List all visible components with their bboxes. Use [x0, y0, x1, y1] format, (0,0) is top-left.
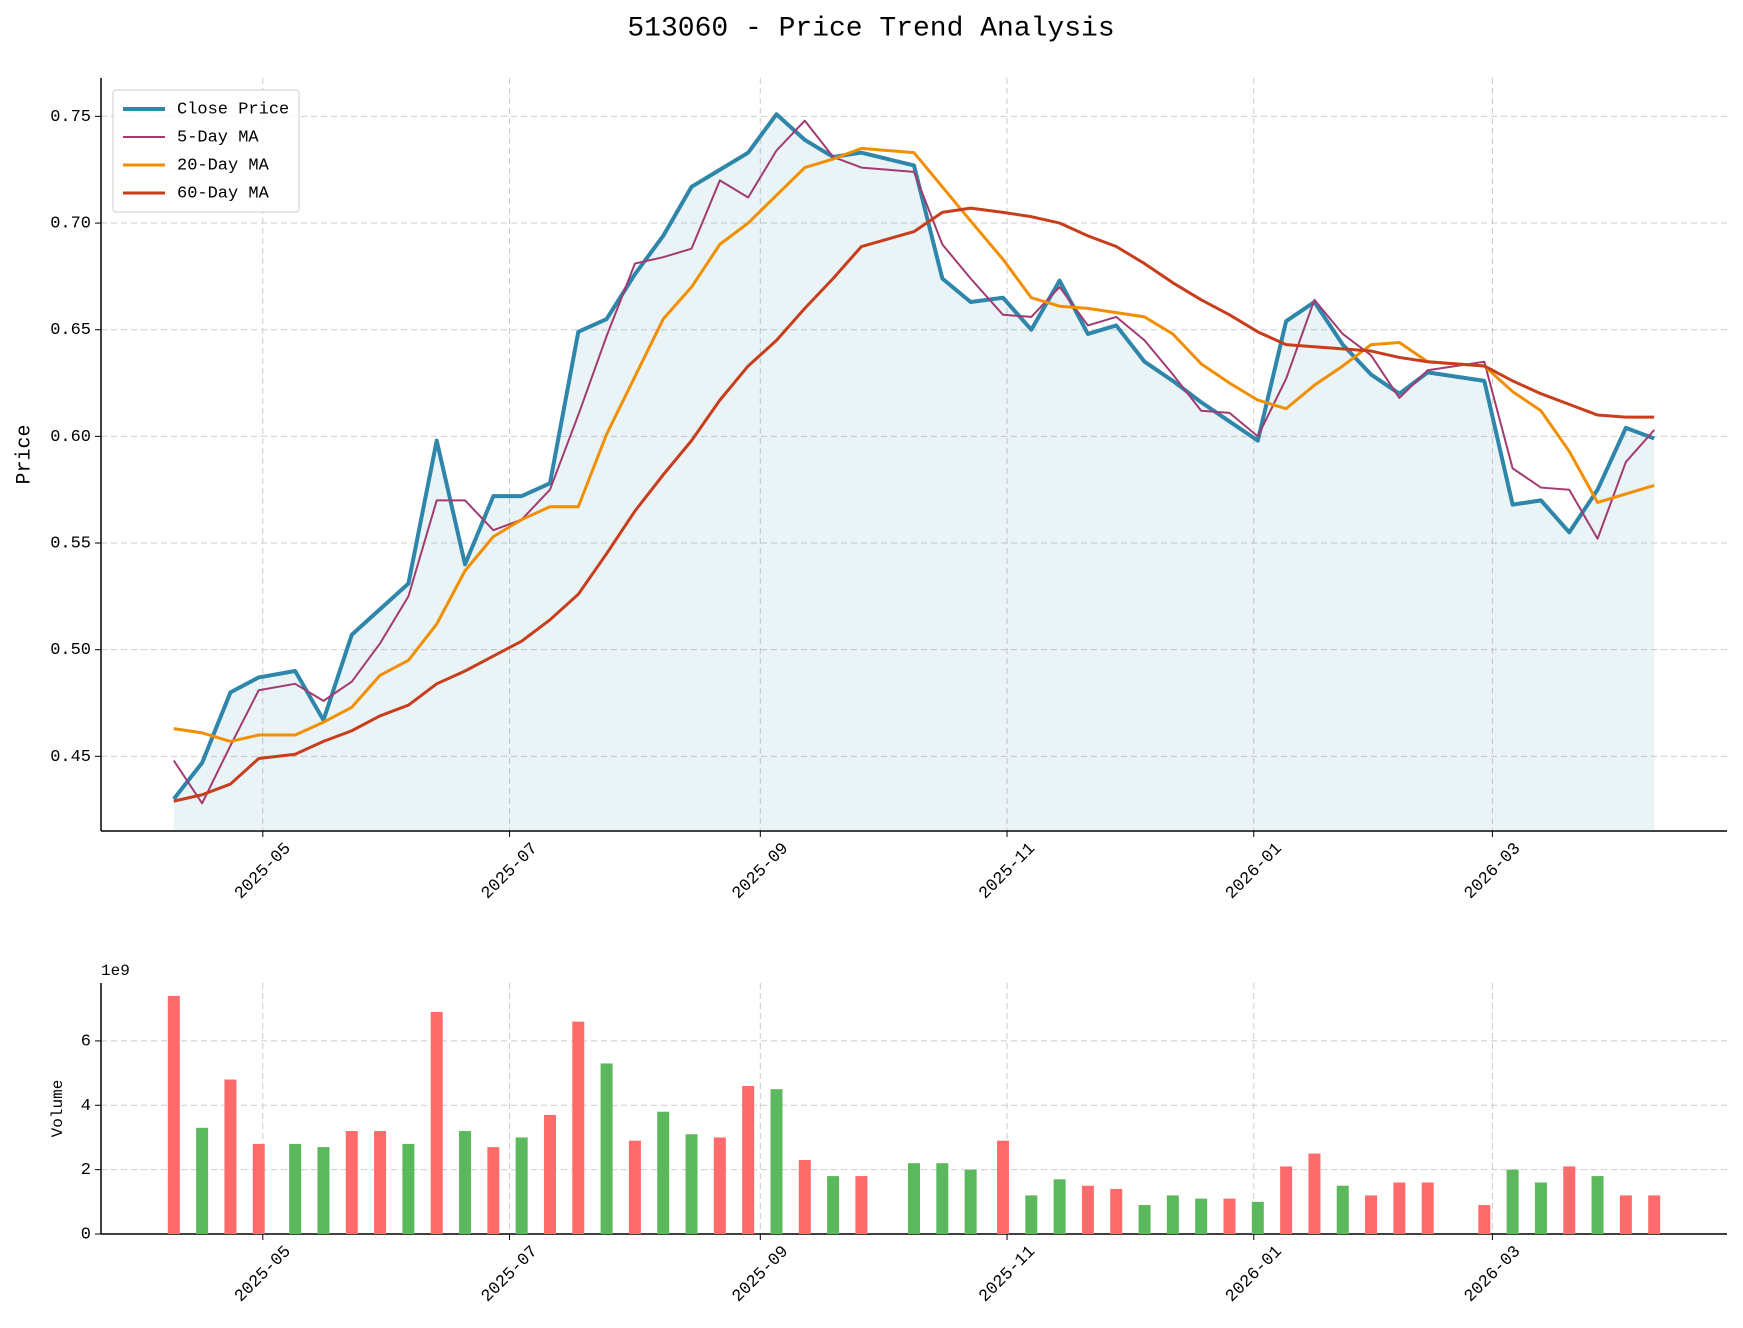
- bar: [742, 1085, 755, 1234]
- bar: [1365, 1195, 1378, 1234]
- chart-title: 513060 - Price Trend Analysis: [627, 13, 1114, 44]
- y-tick-label: 6: [81, 1032, 91, 1051]
- bar: [685, 1134, 698, 1234]
- bar: [1506, 1169, 1519, 1234]
- y-tick-label: 0.45: [50, 748, 91, 767]
- bar: [1251, 1201, 1264, 1234]
- bar: [1563, 1166, 1576, 1234]
- bar: [1421, 1182, 1434, 1234]
- bar: [798, 1159, 811, 1234]
- bar: [1336, 1185, 1349, 1234]
- line: [173, 206, 1655, 803]
- y-axis-label: Volume: [49, 1080, 67, 1138]
- bar: [657, 1111, 670, 1234]
- bar: [196, 1127, 209, 1234]
- bar: [936, 1163, 949, 1234]
- y-tick-label: 4: [81, 1097, 91, 1116]
- bar: [167, 995, 180, 1234]
- legend-label: Close Price: [177, 100, 289, 119]
- legend-label: 60-Day MA: [177, 184, 270, 203]
- y-tick-label: 0.60: [50, 428, 91, 447]
- bar: [252, 1143, 265, 1234]
- bar: [459, 1131, 472, 1234]
- y-tick-label: 2: [81, 1161, 91, 1180]
- bar: [317, 1147, 330, 1234]
- bar: [374, 1131, 387, 1234]
- y-tick-label: 0.70: [50, 215, 91, 234]
- bar: [1308, 1153, 1321, 1234]
- bar: [543, 1114, 556, 1234]
- bar: [515, 1137, 528, 1234]
- bar: [1110, 1188, 1123, 1234]
- line: [172, 119, 1655, 805]
- bar: [1591, 1176, 1604, 1234]
- y-tick-label: 0.55: [50, 535, 91, 554]
- bar: [996, 1140, 1009, 1234]
- bar: [1648, 1195, 1661, 1234]
- bar: [855, 1176, 868, 1234]
- line: [172, 112, 1655, 801]
- bar: [289, 1143, 302, 1234]
- y-tick-label: 0.75: [50, 108, 91, 127]
- y-tick-label: 0.65: [50, 321, 91, 340]
- y-axis-label: Price: [13, 424, 36, 484]
- bar: [402, 1143, 415, 1234]
- bar: [572, 1021, 585, 1234]
- bar: [487, 1147, 500, 1234]
- bar: [1619, 1195, 1632, 1234]
- bar: [224, 1079, 237, 1234]
- legend-label: 20-Day MA: [177, 156, 270, 175]
- bar: [827, 1176, 840, 1234]
- y-tick-label: 0: [81, 1225, 91, 1244]
- legend-box: [112, 89, 300, 213]
- bar: [1195, 1198, 1208, 1234]
- legend-label: 5-Day MA: [177, 128, 259, 147]
- bar: [430, 1011, 443, 1234]
- bar: [345, 1131, 358, 1234]
- area-fill: [173, 114, 1655, 832]
- bar: [1025, 1195, 1038, 1234]
- line: [173, 146, 1655, 743]
- y-tick-label: 0.50: [50, 641, 91, 660]
- bar: [628, 1140, 641, 1234]
- bar: [1138, 1205, 1151, 1234]
- bar: [1280, 1166, 1293, 1234]
- offset-label: 1e9: [101, 962, 130, 980]
- bar: [770, 1089, 783, 1234]
- bar: [1053, 1179, 1066, 1234]
- bar: [713, 1137, 726, 1234]
- bar: [1478, 1205, 1491, 1234]
- bar: [600, 1063, 613, 1234]
- bar: [1166, 1195, 1179, 1234]
- bar: [1223, 1198, 1236, 1234]
- bar: [964, 1169, 977, 1234]
- bar: [908, 1163, 920, 1234]
- bar: [1081, 1185, 1094, 1234]
- bar: [1534, 1182, 1547, 1234]
- bar: [1393, 1182, 1406, 1234]
